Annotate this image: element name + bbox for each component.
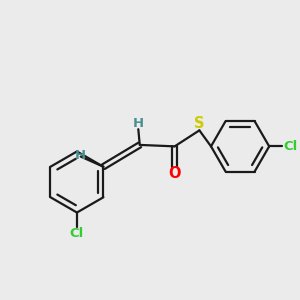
- Text: S: S: [194, 116, 205, 131]
- Text: H: H: [75, 148, 86, 162]
- Text: O: O: [168, 166, 181, 181]
- Text: H: H: [133, 117, 144, 130]
- Text: Cl: Cl: [283, 140, 297, 153]
- Text: Cl: Cl: [70, 227, 84, 240]
